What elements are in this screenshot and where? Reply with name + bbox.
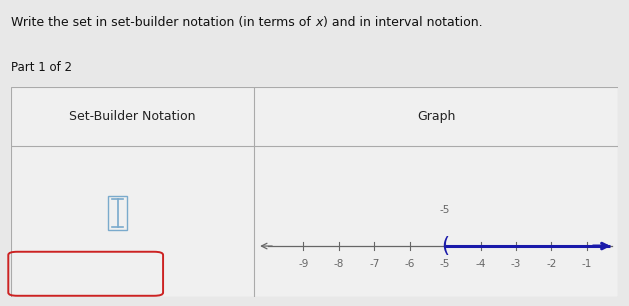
Text: -9: -9 (298, 259, 308, 269)
Text: -4: -4 (476, 259, 486, 269)
Text: -6: -6 (404, 259, 415, 269)
Text: Part 1 of 2: Part 1 of 2 (11, 61, 72, 74)
Text: (: ( (441, 236, 449, 256)
Bar (108, 196, 126, 230)
Text: -8: -8 (333, 259, 344, 269)
Text: -3: -3 (511, 259, 521, 269)
Text: -1: -1 (582, 259, 592, 269)
Text: -2: -2 (546, 259, 557, 269)
Text: Set-Builder Notation: Set-Builder Notation (69, 110, 196, 123)
Text: Graph: Graph (417, 110, 455, 123)
Text: ) and in interval notation.: ) and in interval notation. (323, 16, 482, 28)
Text: -7: -7 (369, 259, 379, 269)
Text: Write the set in set-builder notation (in terms of: Write the set in set-builder notation (i… (11, 16, 315, 28)
Text: x: x (315, 16, 323, 28)
Text: -5: -5 (440, 205, 450, 215)
Text: -5: -5 (440, 259, 450, 269)
